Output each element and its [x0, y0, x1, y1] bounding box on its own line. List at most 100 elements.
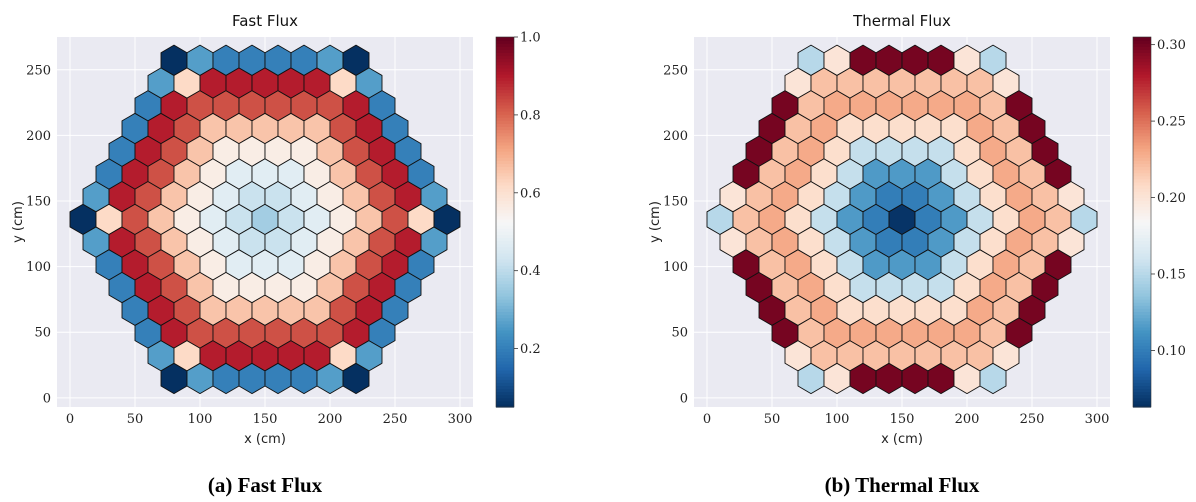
- thermal-flux-colorbar-segment: [1133, 342, 1151, 346]
- thermal-flux-y-tick-label: 0: [680, 391, 688, 406]
- thermal-flux-caption: (b) Thermal Flux: [825, 473, 980, 497]
- fast-flux-colorbar-segment: [496, 283, 514, 288]
- thermal-flux-colorbar-segment: [1133, 323, 1151, 328]
- thermal-flux-colorbar-segment: [1133, 107, 1151, 112]
- thermal-flux-colorbar-segment: [1133, 172, 1151, 177]
- fast-flux-colorbar-segment: [496, 237, 514, 242]
- fast-flux-y-tick-label: 100: [26, 260, 51, 275]
- fast-flux-colorbar-segment: [496, 148, 514, 152]
- fast-flux-colorbar-segment: [496, 308, 514, 313]
- fast-flux-colorbar-tick-label: 0.4: [520, 264, 541, 279]
- thermal-flux-colorbar-segment: [1133, 403, 1151, 408]
- fast-flux-colorbar-segment: [496, 222, 514, 226]
- fast-flux-colorbar-segment: [496, 83, 514, 87]
- fast-flux-colorbar-segment: [496, 74, 514, 78]
- fast-flux-colorbar-segment: [496, 163, 514, 168]
- thermal-flux-x-tick-label: 300: [1085, 412, 1110, 427]
- fast-flux-colorbar-segment: [496, 117, 514, 121]
- thermal-flux-colorbar-segment: [1133, 191, 1151, 195]
- fast-flux-y-tick-label: 0: [43, 391, 51, 406]
- fast-flux-colorbar-segment: [496, 43, 514, 47]
- fast-flux-colorbar-segment: [496, 385, 514, 390]
- fast-flux-colorbar-segment: [496, 61, 514, 66]
- thermal-flux-colorbar-segment: [1133, 348, 1151, 353]
- fast-flux-colorbar-tick-label: 0.8: [520, 108, 541, 123]
- thermal-flux-colorbar-segment: [1133, 98, 1151, 103]
- thermal-flux-colorbar-segment: [1133, 259, 1151, 263]
- fast-flux-colorbar-segment: [496, 101, 514, 106]
- thermal-flux-colorbar-segment: [1133, 95, 1151, 100]
- thermal-flux-colorbar-segment: [1133, 277, 1151, 282]
- thermal-flux-colorbar-segment: [1133, 194, 1151, 198]
- thermal-flux-colorbar-segment: [1133, 123, 1151, 128]
- thermal-flux-colorbar-segment: [1133, 308, 1151, 313]
- thermal-flux-colorbar-segment: [1133, 117, 1151, 121]
- fast-flux-colorbar-segment: [496, 120, 514, 124]
- thermal-flux-colorbar-segment: [1133, 339, 1151, 343]
- fast-flux-colorbar-segment: [496, 354, 514, 359]
- thermal-flux-colorbar-segment: [1133, 333, 1151, 337]
- thermal-flux-colorbar-segment: [1133, 231, 1151, 235]
- thermal-flux-colorbar-segment: [1133, 252, 1151, 257]
- thermal-flux-colorbar-segment: [1133, 104, 1151, 109]
- fast-flux-colorbar-segment: [496, 249, 514, 254]
- thermal-flux-colorbar-segment: [1133, 43, 1151, 47]
- thermal-flux-colorbar-segment: [1133, 237, 1151, 242]
- fast-flux-colorbar-segment: [496, 92, 514, 97]
- thermal-flux-colorbar-segment: [1133, 265, 1151, 269]
- fast-flux-colorbar-segment: [496, 98, 514, 103]
- fast-flux-colorbar-segment: [496, 342, 514, 346]
- fast-flux-colorbar-segment: [496, 252, 514, 257]
- thermal-flux-colorbar-segment: [1133, 77, 1151, 81]
- thermal-flux-colorbar-segment: [1133, 169, 1151, 174]
- fast-flux-colorbar-segment: [496, 320, 514, 325]
- thermal-flux-colorbar-segment: [1133, 305, 1151, 309]
- fast-flux-colorbar-segment: [496, 138, 514, 143]
- thermal-flux-colorbar-segment: [1133, 400, 1151, 405]
- fast-flux-colorbar-segment: [496, 169, 514, 174]
- thermal-flux-colorbar-segment: [1133, 101, 1151, 106]
- thermal-flux-colorbar-segment: [1133, 388, 1151, 393]
- fast-flux-x-tick-label: 200: [318, 412, 343, 427]
- thermal-flux-colorbar-segment: [1133, 49, 1151, 54]
- fast-flux-colorbar-segment: [496, 302, 514, 306]
- fast-flux-colorbar-segment: [496, 104, 514, 109]
- thermal-flux-colorbar-segment: [1133, 111, 1151, 115]
- thermal-flux-colorbar-segment: [1133, 382, 1151, 387]
- fast-flux-colorbar-segment: [496, 240, 514, 245]
- thermal-flux-colorbar-segment: [1133, 274, 1151, 279]
- fast-flux-colorbar-tick-label: 0.6: [520, 186, 541, 201]
- fast-flux-colorbar-tick-label: 0.2: [520, 342, 541, 357]
- thermal-flux-colorbar-segment: [1133, 58, 1151, 63]
- fast-flux-colorbar-segment: [496, 400, 514, 405]
- fast-flux-colorbar-segment: [496, 246, 514, 251]
- fast-flux-colorbar-segment: [496, 357, 514, 362]
- thermal-flux-colorbar-tick-label: 0.30: [1157, 38, 1186, 53]
- thermal-flux-colorbar-segment: [1133, 397, 1151, 402]
- thermal-flux-y-tick-label: 200: [663, 129, 688, 144]
- fast-flux-colorbar-segment: [496, 225, 514, 229]
- thermal-flux-colorbar-segment: [1133, 157, 1151, 161]
- thermal-flux-colorbar-segment: [1133, 246, 1151, 251]
- fast-flux-colorbar-segment: [496, 55, 514, 60]
- thermal-flux-x-tick-label: 0: [703, 412, 711, 427]
- fast-flux-colorbar-segment: [496, 129, 514, 134]
- fast-flux-colorbar-segment: [496, 314, 514, 319]
- thermal-flux-title: Thermal Flux: [852, 12, 951, 30]
- thermal-flux-colorbar-segment: [1133, 55, 1151, 60]
- thermal-flux-colorbar-tick-label: 0.15: [1157, 267, 1186, 282]
- thermal-flux-colorbar-segment: [1133, 70, 1151, 75]
- thermal-flux-y-tick-label: 150: [663, 195, 688, 210]
- fast-flux-colorbar-segment: [496, 160, 514, 165]
- thermal-flux-colorbar-segment: [1133, 391, 1151, 396]
- thermal-flux-y-tick-label: 100: [663, 260, 688, 275]
- thermal-flux-colorbar-segment: [1133, 292, 1151, 297]
- fast-flux-colorbar-segment: [496, 114, 514, 118]
- fast-flux-x-tick-label: 100: [188, 412, 213, 427]
- thermal-flux-colorbar-tick-label: 0.25: [1157, 115, 1186, 130]
- fast-flux-colorbar-segment: [496, 296, 514, 300]
- thermal-flux-colorbar-segment: [1133, 197, 1151, 202]
- fast-flux-colorbar-segment: [496, 376, 514, 380]
- fast-flux-colorbar-segment: [496, 209, 514, 214]
- fast-flux-colorbar-segment: [496, 52, 514, 57]
